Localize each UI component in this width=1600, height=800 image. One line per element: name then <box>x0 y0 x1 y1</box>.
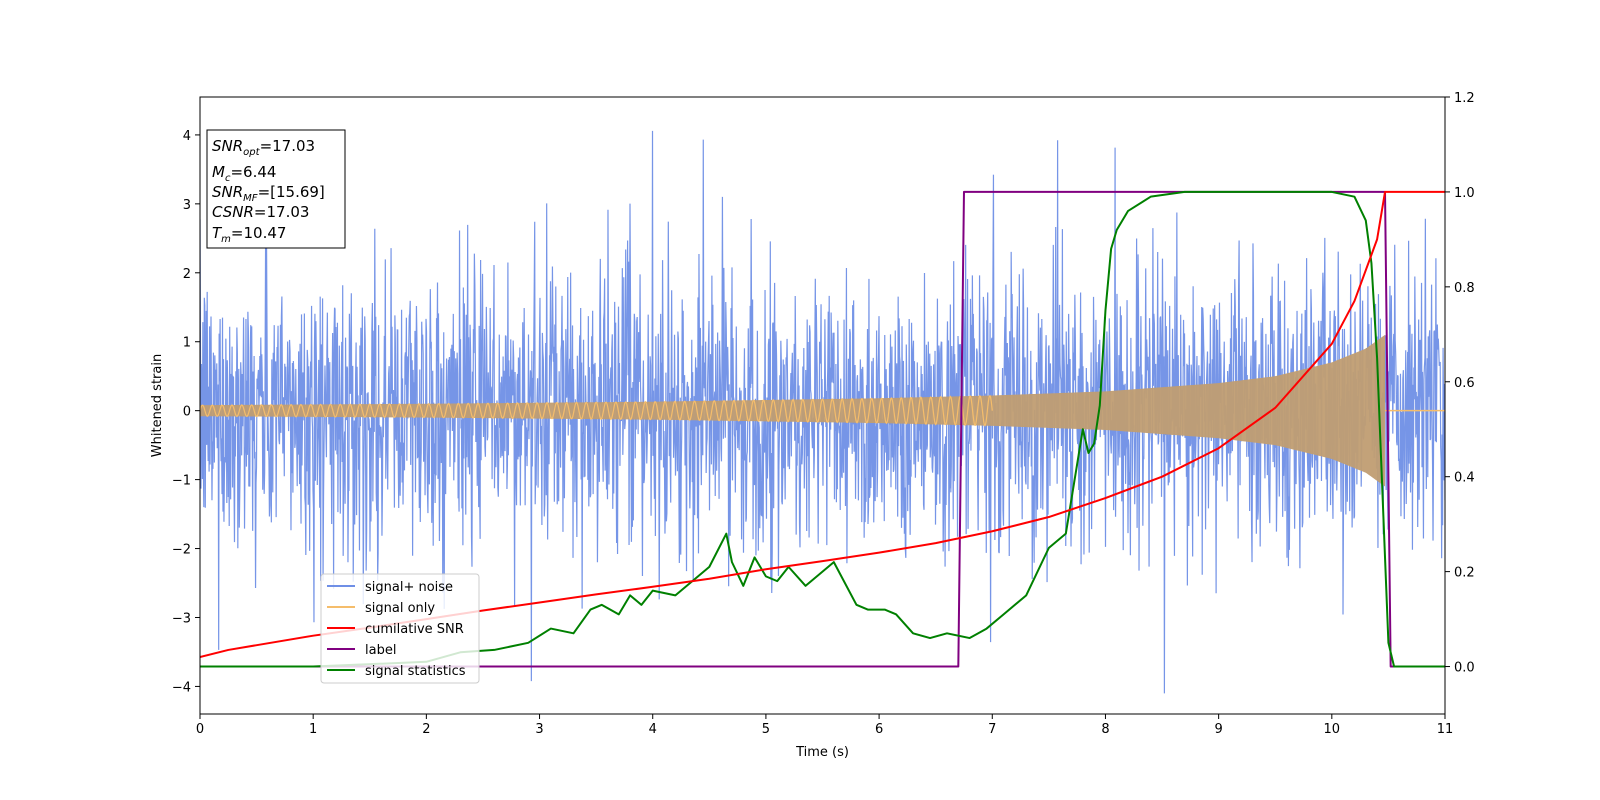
x-axis-label: Time (s) <box>795 745 849 760</box>
x-tick-label: 5 <box>762 722 770 737</box>
info-symbol: T <box>212 224 223 242</box>
info-subscript: MF <box>243 193 258 204</box>
info-value: =[15.69] <box>258 183 325 201</box>
y-left-tick-label: 2 <box>183 267 191 282</box>
info-symbol: SNR <box>212 137 243 155</box>
axes: 0 1 2 3 4 5 6 7 8 9 10 11 −4 −3 −2 −1 0 1 2 3 4 0.0 0.2 0.4 0.6 0… <box>150 91 1475 760</box>
info-box-frame <box>206 129 346 249</box>
y-left-tick-label: −3 <box>172 611 191 626</box>
info-line: CSNR=17.03 <box>212 203 309 221</box>
y-left-tick-label: −2 <box>172 543 191 558</box>
plot-frame <box>199 96 1446 715</box>
info-line: Mc=6.44 <box>212 163 276 184</box>
info-line: SNRMF=[15.69] <box>212 183 325 204</box>
info-symbol: SNR <box>212 183 243 201</box>
y-left-tick-label: 0 <box>183 405 191 420</box>
y-left-tick-label: −1 <box>172 474 191 489</box>
legend-label: signal+ noise <box>365 580 453 595</box>
x-tick-label: 11 <box>1437 722 1454 737</box>
info-symbol: M <box>212 163 225 181</box>
y-right-tick-label: 1.2 <box>1454 91 1475 106</box>
y-right-tick-label: 0.6 <box>1454 376 1475 391</box>
info-line: Tm=10.47 <box>212 224 286 245</box>
y-right-tick-label: 0.2 <box>1454 566 1475 581</box>
legend-label: signal statistics <box>365 664 466 679</box>
x-tick-label: 4 <box>649 722 657 737</box>
y-left-tick-label: 1 <box>183 336 191 351</box>
legend: signal+ noise signal only cumilative SNR la… <box>320 573 480 684</box>
info-symbol: CSNR <box>212 203 254 221</box>
y-right-tick-label: 0.8 <box>1454 281 1475 296</box>
y-left-tick-label: 3 <box>183 198 191 213</box>
legend-label: label <box>365 643 396 658</box>
x-tick-label: 10 <box>1324 722 1341 737</box>
x-tick-label: 2 <box>422 722 430 737</box>
x-tick-label: 7 <box>988 722 996 737</box>
series-signal-only <box>200 394 993 427</box>
x-tick-label: 3 <box>535 722 543 737</box>
y-axis-label: Whitened strain <box>150 354 165 457</box>
info-box: SNRopt=17.03Mc=6.44SNRMF=[15.69]CSNR=17.… <box>206 129 346 249</box>
info-value: =17.03 <box>260 137 316 155</box>
x-tick-label: 6 <box>875 722 883 737</box>
x-tick-label: 9 <box>1214 722 1222 737</box>
series-signal-only-envelope <box>200 334 1386 487</box>
y-left-tick-label: 4 <box>183 129 191 144</box>
info-value: =10.47 <box>231 224 287 242</box>
x-tick-label: 0 <box>196 722 204 737</box>
x-tick-label: 1 <box>309 722 317 737</box>
y-right-tick-label: 1.0 <box>1454 186 1475 201</box>
info-line: SNRopt=17.03 <box>212 137 315 158</box>
y-right-tick-label: 0.0 <box>1454 661 1475 676</box>
info-subscript: m <box>221 234 231 245</box>
info-value: =17.03 <box>254 203 310 221</box>
series-signal-statistics <box>200 190 1445 668</box>
legend-label: signal only <box>365 601 435 616</box>
legend-frame <box>320 573 480 684</box>
legend-label: cumilative SNR <box>365 622 464 637</box>
y-left-tick-label: −4 <box>172 680 191 695</box>
info-value: =6.44 <box>230 163 276 181</box>
info-subscript: opt <box>243 147 260 158</box>
x-tick-label: 8 <box>1101 722 1109 737</box>
y-right-tick-label: 0.4 <box>1454 471 1475 486</box>
info-subscript: c <box>225 173 231 184</box>
